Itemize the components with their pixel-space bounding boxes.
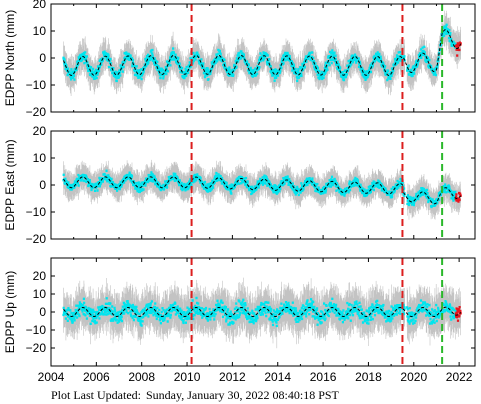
y-tick-label: 10: [33, 287, 47, 301]
data-points: [62, 23, 457, 83]
y-tick-label: 20: [33, 0, 47, 11]
y-tick-label: 20: [33, 124, 47, 138]
y-axis-label: EDPP North (mm): [3, 10, 17, 106]
plot-area: [62, 159, 462, 220]
y-axis-label: EDPP East (mm): [3, 139, 17, 230]
x-tick-label: 2022: [446, 370, 473, 384]
x-tick-label: 2012: [219, 370, 246, 384]
x-tick-label: 2008: [128, 370, 155, 384]
y-tick-label: −20: [26, 105, 47, 119]
data-points: [62, 169, 457, 209]
y-tick-label: −10: [26, 323, 47, 337]
recent-data-points: [454, 191, 462, 203]
y-tick-label: −10: [26, 78, 47, 92]
north-panel: −20 −10 0 10 20 EDPP North (mm): [3, 0, 476, 119]
axes: 2004 2006 2008 2010 2012 2014 2016 2018 2020 2022…: [26, 258, 475, 384]
x-tick-label: 2016: [310, 370, 337, 384]
model-curve: [63, 29, 462, 77]
y-tick-label: −20: [26, 341, 47, 355]
y-tick-label: 0: [39, 178, 46, 192]
y-tick-label: 20: [33, 269, 47, 283]
x-tick-label: 2006: [83, 370, 110, 384]
error-bars: [63, 159, 461, 220]
axes: −20 −10 0 10 20: [26, 0, 475, 119]
y-tick-label: −10: [26, 205, 47, 219]
model-curve: [63, 306, 462, 317]
y-tick-label: −20: [26, 232, 47, 246]
footer: Plot Last Updated: Sunday, January 30, 2…: [0, 385, 481, 404]
axes: −20 −10 0 10 20: [26, 124, 475, 246]
y-tick-label: 0: [39, 305, 46, 319]
y-axis-label: EDPP Up (mm): [3, 271, 17, 353]
up-panel: 2004 2006 2008 2010 2012 2014 2016 2018 2020 2022…: [3, 257, 476, 384]
y-tick-label: 10: [33, 24, 47, 38]
x-tick-label: 2018: [355, 370, 382, 384]
x-tick-label: 2010: [174, 370, 201, 384]
y-tick-label: 10: [33, 151, 47, 165]
x-tick-label: 2014: [264, 370, 291, 384]
error-bars: [63, 10, 461, 96]
last-updated-value: Sunday, January 30, 2022 08:40:18 PST: [146, 388, 339, 402]
gps-timeseries-figure: −20 −10 0 10 20 EDPP North (mm) −20 −10 0 10 20 ED…: [3, 0, 476, 384]
x-tick-label: 2020: [400, 370, 427, 384]
east-panel: −20 −10 0 10 20 EDPP East (mm): [3, 124, 476, 246]
x-tick-label: 2004: [38, 370, 65, 384]
plot-area: [62, 10, 462, 96]
model-curve: [63, 176, 462, 205]
last-updated-label: Plot Last Updated:: [51, 388, 141, 402]
plot-area: [62, 277, 462, 349]
y-tick-label: 0: [39, 51, 46, 65]
